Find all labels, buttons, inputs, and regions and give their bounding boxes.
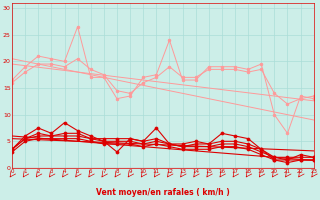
X-axis label: Vent moyen/en rafales ( km/h ): Vent moyen/en rafales ( km/h ) <box>96 188 230 197</box>
